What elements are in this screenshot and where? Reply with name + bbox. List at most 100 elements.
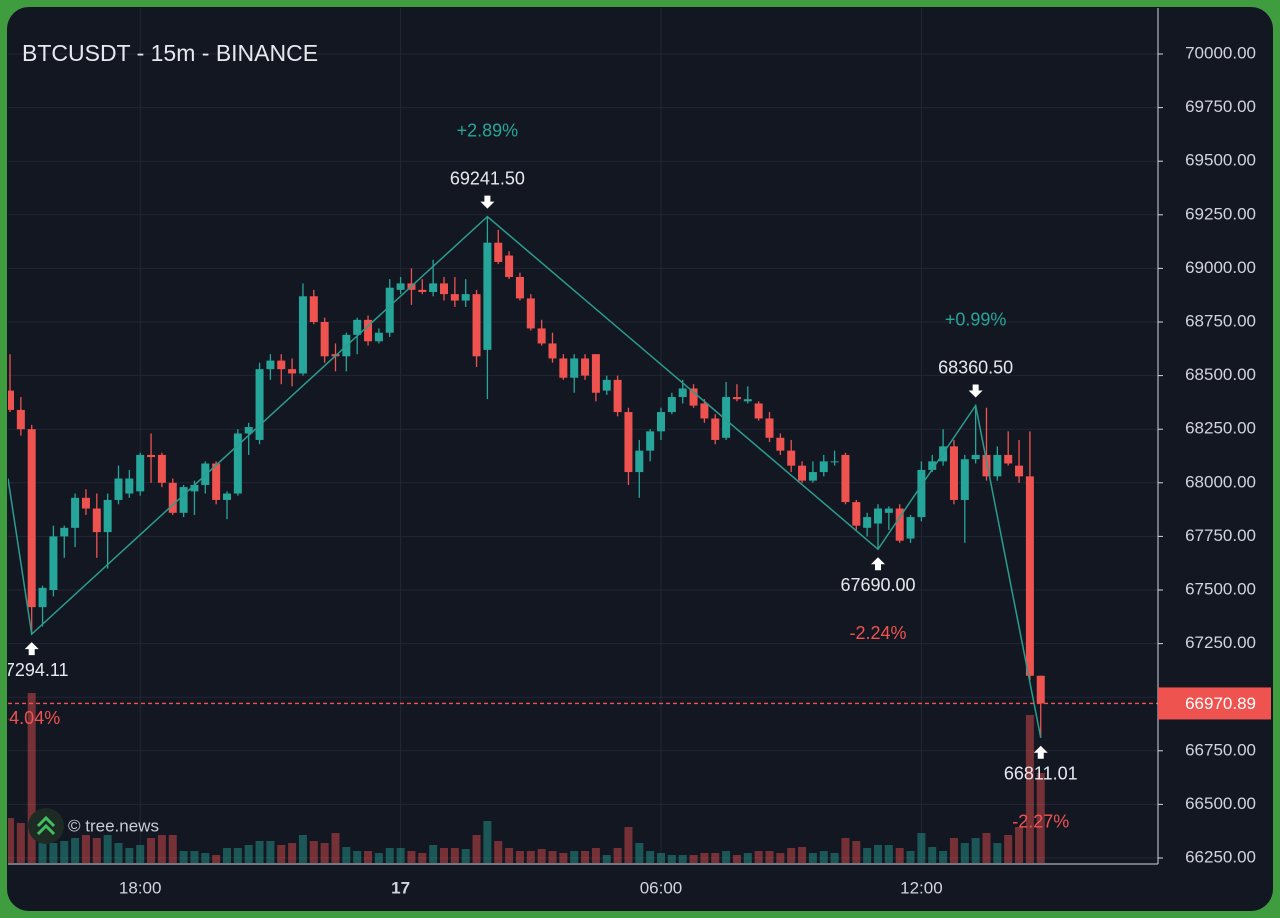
volume-bar xyxy=(505,848,514,863)
volume-bar xyxy=(407,851,416,863)
candle-body xyxy=(722,397,731,438)
candle-body xyxy=(711,418,720,440)
volume-bar xyxy=(917,833,926,863)
volume-bar xyxy=(429,845,438,863)
pivot-change: -4.04% xyxy=(3,708,60,728)
candle-body xyxy=(765,418,774,438)
candle-body xyxy=(591,354,600,393)
volume-bar xyxy=(559,853,568,863)
volume-bar xyxy=(678,855,687,863)
candle-body xyxy=(960,459,969,500)
x-tick-label: 06:00 xyxy=(640,878,683,897)
pivot-arrow xyxy=(871,557,885,571)
volume-bar xyxy=(212,855,221,863)
volume-bar xyxy=(385,848,394,863)
candle-body xyxy=(60,527,69,537)
candle-body xyxy=(472,294,481,357)
candle-body xyxy=(570,358,579,378)
volume-bar xyxy=(537,849,546,863)
volume-bar xyxy=(288,843,297,863)
volume-bar xyxy=(765,851,774,863)
candle-body xyxy=(667,397,676,413)
volume-bar xyxy=(787,848,796,863)
pivot-arrow xyxy=(968,384,983,398)
candle-body xyxy=(830,461,839,463)
candle-body xyxy=(971,454,980,460)
y-tick-label: 69500.00 xyxy=(1185,151,1256,170)
candle-body xyxy=(179,487,188,513)
volume-bar xyxy=(440,848,448,863)
candle-body xyxy=(732,397,741,400)
volume-bar xyxy=(168,835,177,863)
pivot-label: 69241.50 xyxy=(450,168,525,188)
candle-body xyxy=(754,403,763,419)
volume-bar xyxy=(624,827,633,863)
candle-body xyxy=(71,497,80,528)
pivot-arrow xyxy=(24,642,39,656)
volume-bar xyxy=(147,838,156,863)
candle-body xyxy=(613,379,622,413)
candle-body xyxy=(81,497,90,509)
y-tick-label: 69750.00 xyxy=(1185,97,1256,116)
watermark-icon xyxy=(36,815,56,836)
candle-body xyxy=(559,358,568,378)
volume-bar xyxy=(960,843,969,863)
pivot-change: -2.27% xyxy=(1012,811,1069,831)
volume-bar xyxy=(27,693,36,863)
y-tick-label: 68750.00 xyxy=(1185,311,1256,330)
zigzag-line xyxy=(8,215,1042,738)
volume-bar xyxy=(700,853,709,863)
pivot-label: 67294.11 xyxy=(0,660,69,680)
candle-body xyxy=(526,298,535,329)
volume-bar xyxy=(798,847,807,863)
volume-bar xyxy=(342,847,351,863)
candle-body xyxy=(255,369,264,440)
candle-body xyxy=(103,499,112,533)
candle-body xyxy=(125,478,134,494)
volume-bar xyxy=(1025,715,1034,863)
candle-body xyxy=(157,454,166,483)
volume-bar xyxy=(830,853,839,863)
volume-bar xyxy=(179,851,188,863)
pivot-change: +2.89% xyxy=(457,120,519,140)
volume-bar xyxy=(190,851,199,863)
candle-body xyxy=(16,409,25,430)
volume-bar xyxy=(602,855,611,863)
y-tick-label: 68500.00 xyxy=(1185,365,1256,384)
volume-bar xyxy=(103,835,112,863)
y-tick-label: 67500.00 xyxy=(1185,579,1256,598)
candle-body xyxy=(450,294,459,301)
last-price-tag xyxy=(1158,687,1271,720)
volume-bar xyxy=(81,835,90,863)
volume-bar xyxy=(689,855,698,863)
candle-body xyxy=(244,427,253,434)
volume-bar xyxy=(613,848,622,863)
candle-body xyxy=(798,465,807,481)
y-tick-label: 66250.00 xyxy=(1185,847,1256,866)
volume-bar xyxy=(92,838,101,863)
volume-bar xyxy=(1004,835,1013,863)
volume-bar xyxy=(8,818,14,863)
candle-body xyxy=(396,283,405,290)
candle-body xyxy=(1015,465,1024,477)
candle-body xyxy=(602,379,611,391)
candle-body xyxy=(743,399,752,402)
candle-body xyxy=(92,508,101,533)
y-tick-label: 68000.00 xyxy=(1185,472,1256,491)
volume-bar xyxy=(971,838,980,863)
candle-body xyxy=(884,508,893,513)
volume-bar xyxy=(277,845,286,863)
candle-body xyxy=(700,403,709,419)
volume-bar xyxy=(743,853,752,863)
candle-body xyxy=(581,358,590,376)
candle-body xyxy=(841,454,850,503)
candle-body xyxy=(1036,675,1045,704)
plot: 67294.11 -4.04% 69241.50 +2.89% 67690.00 -2.2… xyxy=(0,120,1158,831)
y-tick-label: 66750.00 xyxy=(1185,740,1256,759)
candle-body xyxy=(429,283,438,292)
volume-bar xyxy=(732,855,741,863)
volume-bar xyxy=(125,848,134,863)
candle-body xyxy=(49,536,58,590)
candle-body xyxy=(993,454,1002,477)
